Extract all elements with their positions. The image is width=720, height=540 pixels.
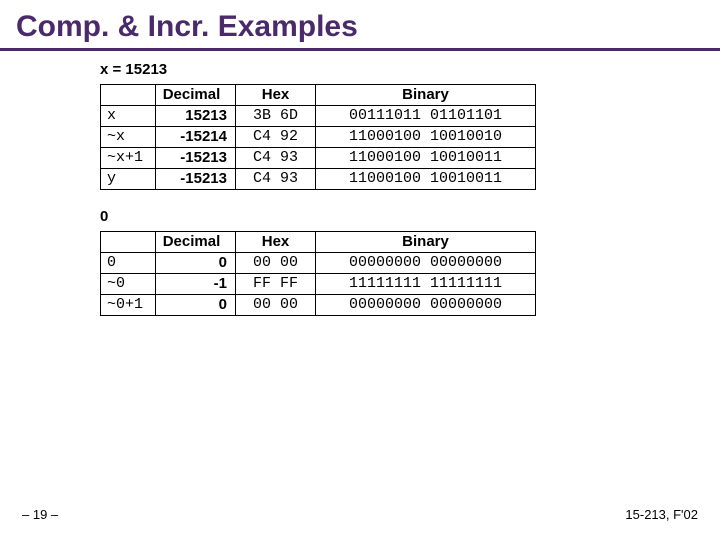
cell-label: 0: [101, 253, 156, 274]
cell-label: ~x+1: [101, 148, 156, 169]
title-underline: [0, 48, 720, 51]
col-header-decimal: Decimal: [156, 232, 236, 253]
table-row: ~0+1 0 00 00 00000000 00000000: [101, 295, 536, 316]
cell-decimal: -15213: [156, 148, 236, 169]
table-comp-incr-x: Decimal Hex Binary x 15213 3B 6D 0011101…: [100, 84, 536, 190]
cell-label: ~0: [101, 274, 156, 295]
table-row: ~0 -1 FF FF 11111111 11111111: [101, 274, 536, 295]
cell-binary: 00111011 01101101: [316, 106, 536, 127]
table-row: ~x -15214 C4 92 11000100 10010010: [101, 127, 536, 148]
cell-decimal: 15213: [156, 106, 236, 127]
col-header-binary: Binary: [316, 232, 536, 253]
table-comp-incr-0: Decimal Hex Binary 0 0 00 00 00000000 00…: [100, 231, 536, 316]
table1-caption: x = 15213: [100, 61, 720, 78]
table-header-row: Decimal Hex Binary: [101, 232, 536, 253]
cell-hex: 3B 6D: [236, 106, 316, 127]
cell-decimal: 0: [156, 295, 236, 316]
table-row: x 15213 3B 6D 00111011 01101101: [101, 106, 536, 127]
cell-binary: 11111111 11111111: [316, 274, 536, 295]
cell-decimal: -1: [156, 274, 236, 295]
course-tag: 15-213, F'02: [625, 507, 698, 522]
table-row: 0 0 00 00 00000000 00000000: [101, 253, 536, 274]
table-row: y -15213 C4 93 11000100 10010011: [101, 169, 536, 190]
col-header-binary: Binary: [316, 85, 536, 106]
cell-label: y: [101, 169, 156, 190]
cell-hex: FF FF: [236, 274, 316, 295]
cell-binary: 11000100 10010011: [316, 148, 536, 169]
cell-hex: C4 92: [236, 127, 316, 148]
col-header-empty: [101, 232, 156, 253]
cell-binary: 00000000 00000000: [316, 295, 536, 316]
cell-decimal: -15213: [156, 169, 236, 190]
cell-label: ~0+1: [101, 295, 156, 316]
col-header-hex: Hex: [236, 232, 316, 253]
cell-decimal: 0: [156, 253, 236, 274]
cell-binary: 11000100 10010011: [316, 169, 536, 190]
cell-hex: C4 93: [236, 148, 316, 169]
col-header-decimal: Decimal: [156, 85, 236, 106]
page-number: – 19 –: [22, 507, 58, 522]
cell-binary: 00000000 00000000: [316, 253, 536, 274]
table-row: ~x+1 -15213 C4 93 11000100 10010011: [101, 148, 536, 169]
cell-label: ~x: [101, 127, 156, 148]
cell-hex: 00 00: [236, 295, 316, 316]
cell-hex: 00 00: [236, 253, 316, 274]
table2-caption: 0: [100, 208, 720, 225]
cell-label: x: [101, 106, 156, 127]
slide-title: Comp. & Incr. Examples: [0, 0, 720, 48]
cell-decimal: -15214: [156, 127, 236, 148]
cell-binary: 11000100 10010010: [316, 127, 536, 148]
col-header-hex: Hex: [236, 85, 316, 106]
table-header-row: Decimal Hex Binary: [101, 85, 536, 106]
col-header-empty: [101, 85, 156, 106]
cell-hex: C4 93: [236, 169, 316, 190]
